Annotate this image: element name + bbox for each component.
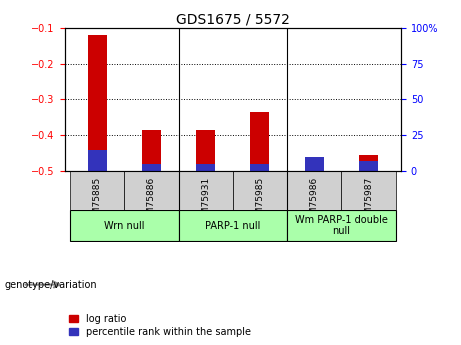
Bar bbox=[178, 210, 287, 241]
Text: Wm PARP-1 double
null: Wm PARP-1 double null bbox=[295, 215, 388, 236]
Text: genotype/variation: genotype/variation bbox=[5, 280, 97, 289]
Bar bbox=[196, 130, 215, 171]
Bar bbox=[88, 150, 106, 171]
Text: GSM75986: GSM75986 bbox=[310, 177, 319, 226]
Bar bbox=[305, 157, 324, 171]
Text: GSM75987: GSM75987 bbox=[364, 177, 373, 226]
Text: PARP-1 null: PARP-1 null bbox=[205, 220, 260, 230]
Bar bbox=[142, 130, 161, 171]
Bar bbox=[305, 162, 324, 171]
Bar bbox=[196, 164, 215, 171]
Text: Wrn null: Wrn null bbox=[104, 220, 144, 230]
Bar bbox=[124, 171, 178, 209]
Text: GSM75886: GSM75886 bbox=[147, 177, 156, 226]
Bar bbox=[88, 35, 106, 171]
Bar bbox=[178, 171, 233, 209]
Text: GSM75885: GSM75885 bbox=[93, 177, 101, 226]
Bar bbox=[250, 164, 269, 171]
Text: GSM75931: GSM75931 bbox=[201, 177, 210, 226]
Legend: log ratio, percentile rank within the sample: log ratio, percentile rank within the sa… bbox=[70, 314, 251, 337]
Bar bbox=[70, 171, 124, 209]
Bar bbox=[287, 171, 341, 209]
Bar bbox=[341, 171, 396, 209]
Bar bbox=[142, 164, 161, 171]
Bar bbox=[287, 210, 396, 241]
Bar bbox=[359, 155, 378, 171]
Title: GDS1675 / 5572: GDS1675 / 5572 bbox=[176, 12, 290, 27]
Bar bbox=[70, 210, 178, 241]
Bar bbox=[359, 161, 378, 171]
Bar bbox=[250, 112, 269, 171]
Text: GSM75985: GSM75985 bbox=[255, 177, 265, 226]
Bar bbox=[233, 171, 287, 209]
